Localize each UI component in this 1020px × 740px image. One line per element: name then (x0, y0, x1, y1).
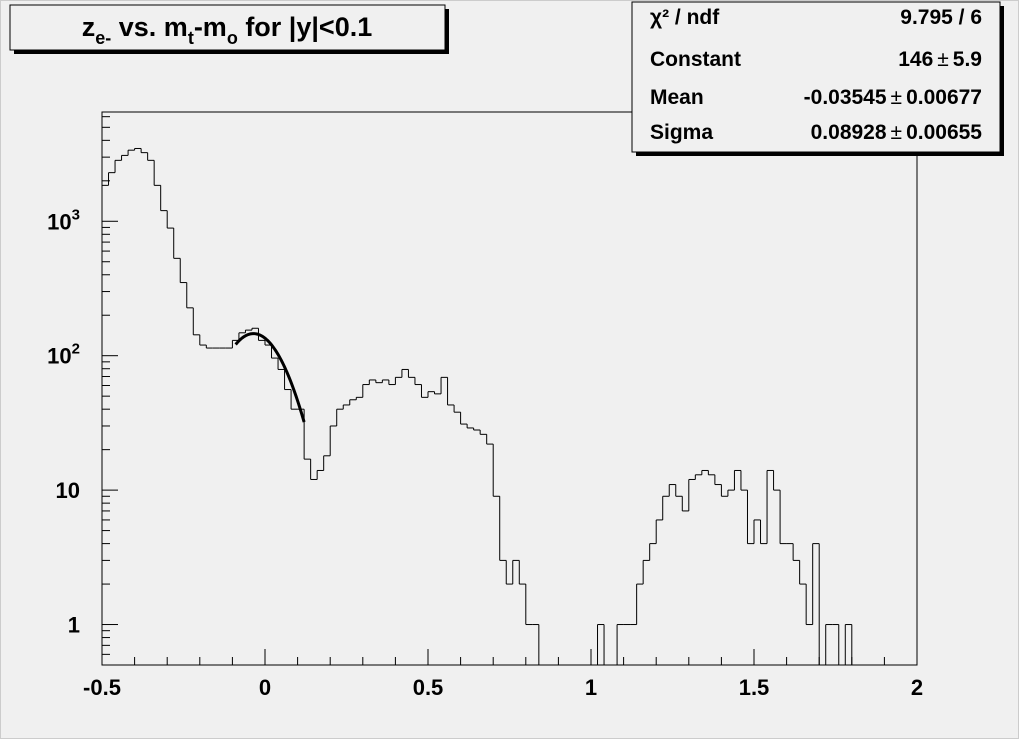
x-tick-label: 0.5 (413, 675, 444, 700)
x-tick-label: 0 (259, 675, 271, 700)
stats-pm: ± (937, 48, 949, 71)
fit-curve (234, 332, 306, 423)
x-tick-label: 2 (911, 675, 923, 700)
title-part: z (82, 12, 96, 42)
title-part: e- (95, 28, 111, 48)
stats-box (631, 1, 1001, 153)
stats-pm: ± (891, 121, 903, 144)
stats-label: χ² / ndf (650, 6, 720, 29)
title-part: vs. m (111, 12, 188, 42)
title-part: o (227, 28, 238, 48)
title-part: t (188, 28, 194, 48)
x-tick-label: 1.5 (739, 675, 770, 700)
stats-number: -0.03545 (804, 86, 887, 109)
stats-value: 9.795 / 6 (900, 6, 982, 29)
stats-pm: ± (891, 86, 903, 109)
stats-value: 0.08928 ±0.00655 (811, 121, 983, 144)
y-tick-label: 102 (47, 341, 80, 369)
y-tick-label: 10 (56, 478, 80, 503)
stats-error: 0.00655 (906, 121, 982, 144)
stats-number: 9.795 / 6 (900, 6, 982, 29)
stats-value: -0.03545 ±0.00677 (804, 86, 982, 109)
y-tick-label: 1 (68, 613, 80, 638)
stats-number: 0.08928 (811, 121, 887, 144)
stats-error: 0.00677 (906, 86, 982, 109)
stats-error: 5.9 (953, 48, 982, 71)
y-tick-label: 103 (47, 206, 80, 234)
y-tick-base: 10 (47, 209, 71, 234)
title-part: for |y|<0.1 (238, 12, 372, 42)
stats-number: 146 (898, 48, 933, 71)
y-tick-exponent: 2 (72, 341, 80, 358)
stats-label: Mean (650, 86, 704, 109)
y-tick-exponent: 3 (72, 206, 80, 223)
x-tick-label: 1 (585, 675, 597, 700)
frame (101, 111, 918, 666)
stats-label: Sigma (650, 121, 713, 144)
stats-value: 146 ±5.9 (898, 48, 982, 71)
x-tick-label: -0.5 (83, 675, 121, 700)
stats-label: Constant (650, 48, 741, 71)
title-box (9, 4, 446, 51)
y-tick-base: 10 (47, 344, 71, 369)
chart-title: ze- vs. mt-mo for |y|<0.1 (82, 12, 372, 48)
title-part: -m (194, 12, 227, 42)
